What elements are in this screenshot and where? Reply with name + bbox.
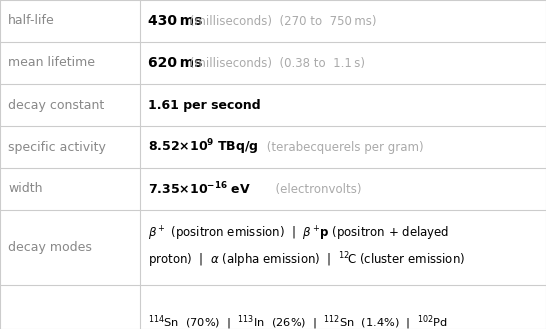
Text: 430 ms: 430 ms [148,14,203,28]
Text: $\mathbf{7.35{\times}10^{-16}\ eV}$: $\mathbf{7.35{\times}10^{-16}\ eV}$ [148,181,251,197]
Text: 620 ms: 620 ms [148,56,203,70]
Text: decay constant: decay constant [8,98,104,112]
Text: specific activity: specific activity [8,140,106,154]
Text: mean lifetime: mean lifetime [8,57,95,69]
Text: $^{114}$Sn  (70%)  |  $^{113}$In  (26%)  |  $^{112}$Sn  (1.4%)  |  $^{102}$Pd
(0: $^{114}$Sn (70%) | $^{113}$In (26%) | $^… [148,313,448,329]
Text: (electronvolts): (electronvolts) [268,183,361,195]
Text: (milliseconds)  (270 to  750 ms): (milliseconds) (270 to 750 ms) [186,14,377,28]
Text: 1.61 per second: 1.61 per second [148,98,260,112]
Text: decay modes: decay modes [8,241,92,254]
Text: $\beta^+$ (positron emission)  |  $\beta^+\!\mathbf{p}$ (positron + delayed
prot: $\beta^+$ (positron emission) | $\beta^+… [148,225,465,270]
Text: width: width [8,183,43,195]
Text: $\mathbf{8.52{\times}10^{9}\ TBq/g}$: $\mathbf{8.52{\times}10^{9}\ TBq/g}$ [148,137,259,157]
Text: half-life: half-life [8,14,55,28]
Text: (milliseconds)  (0.38 to  1.1 s): (milliseconds) (0.38 to 1.1 s) [186,57,365,69]
Text: (terabecquerels per gram): (terabecquerels per gram) [263,140,424,154]
